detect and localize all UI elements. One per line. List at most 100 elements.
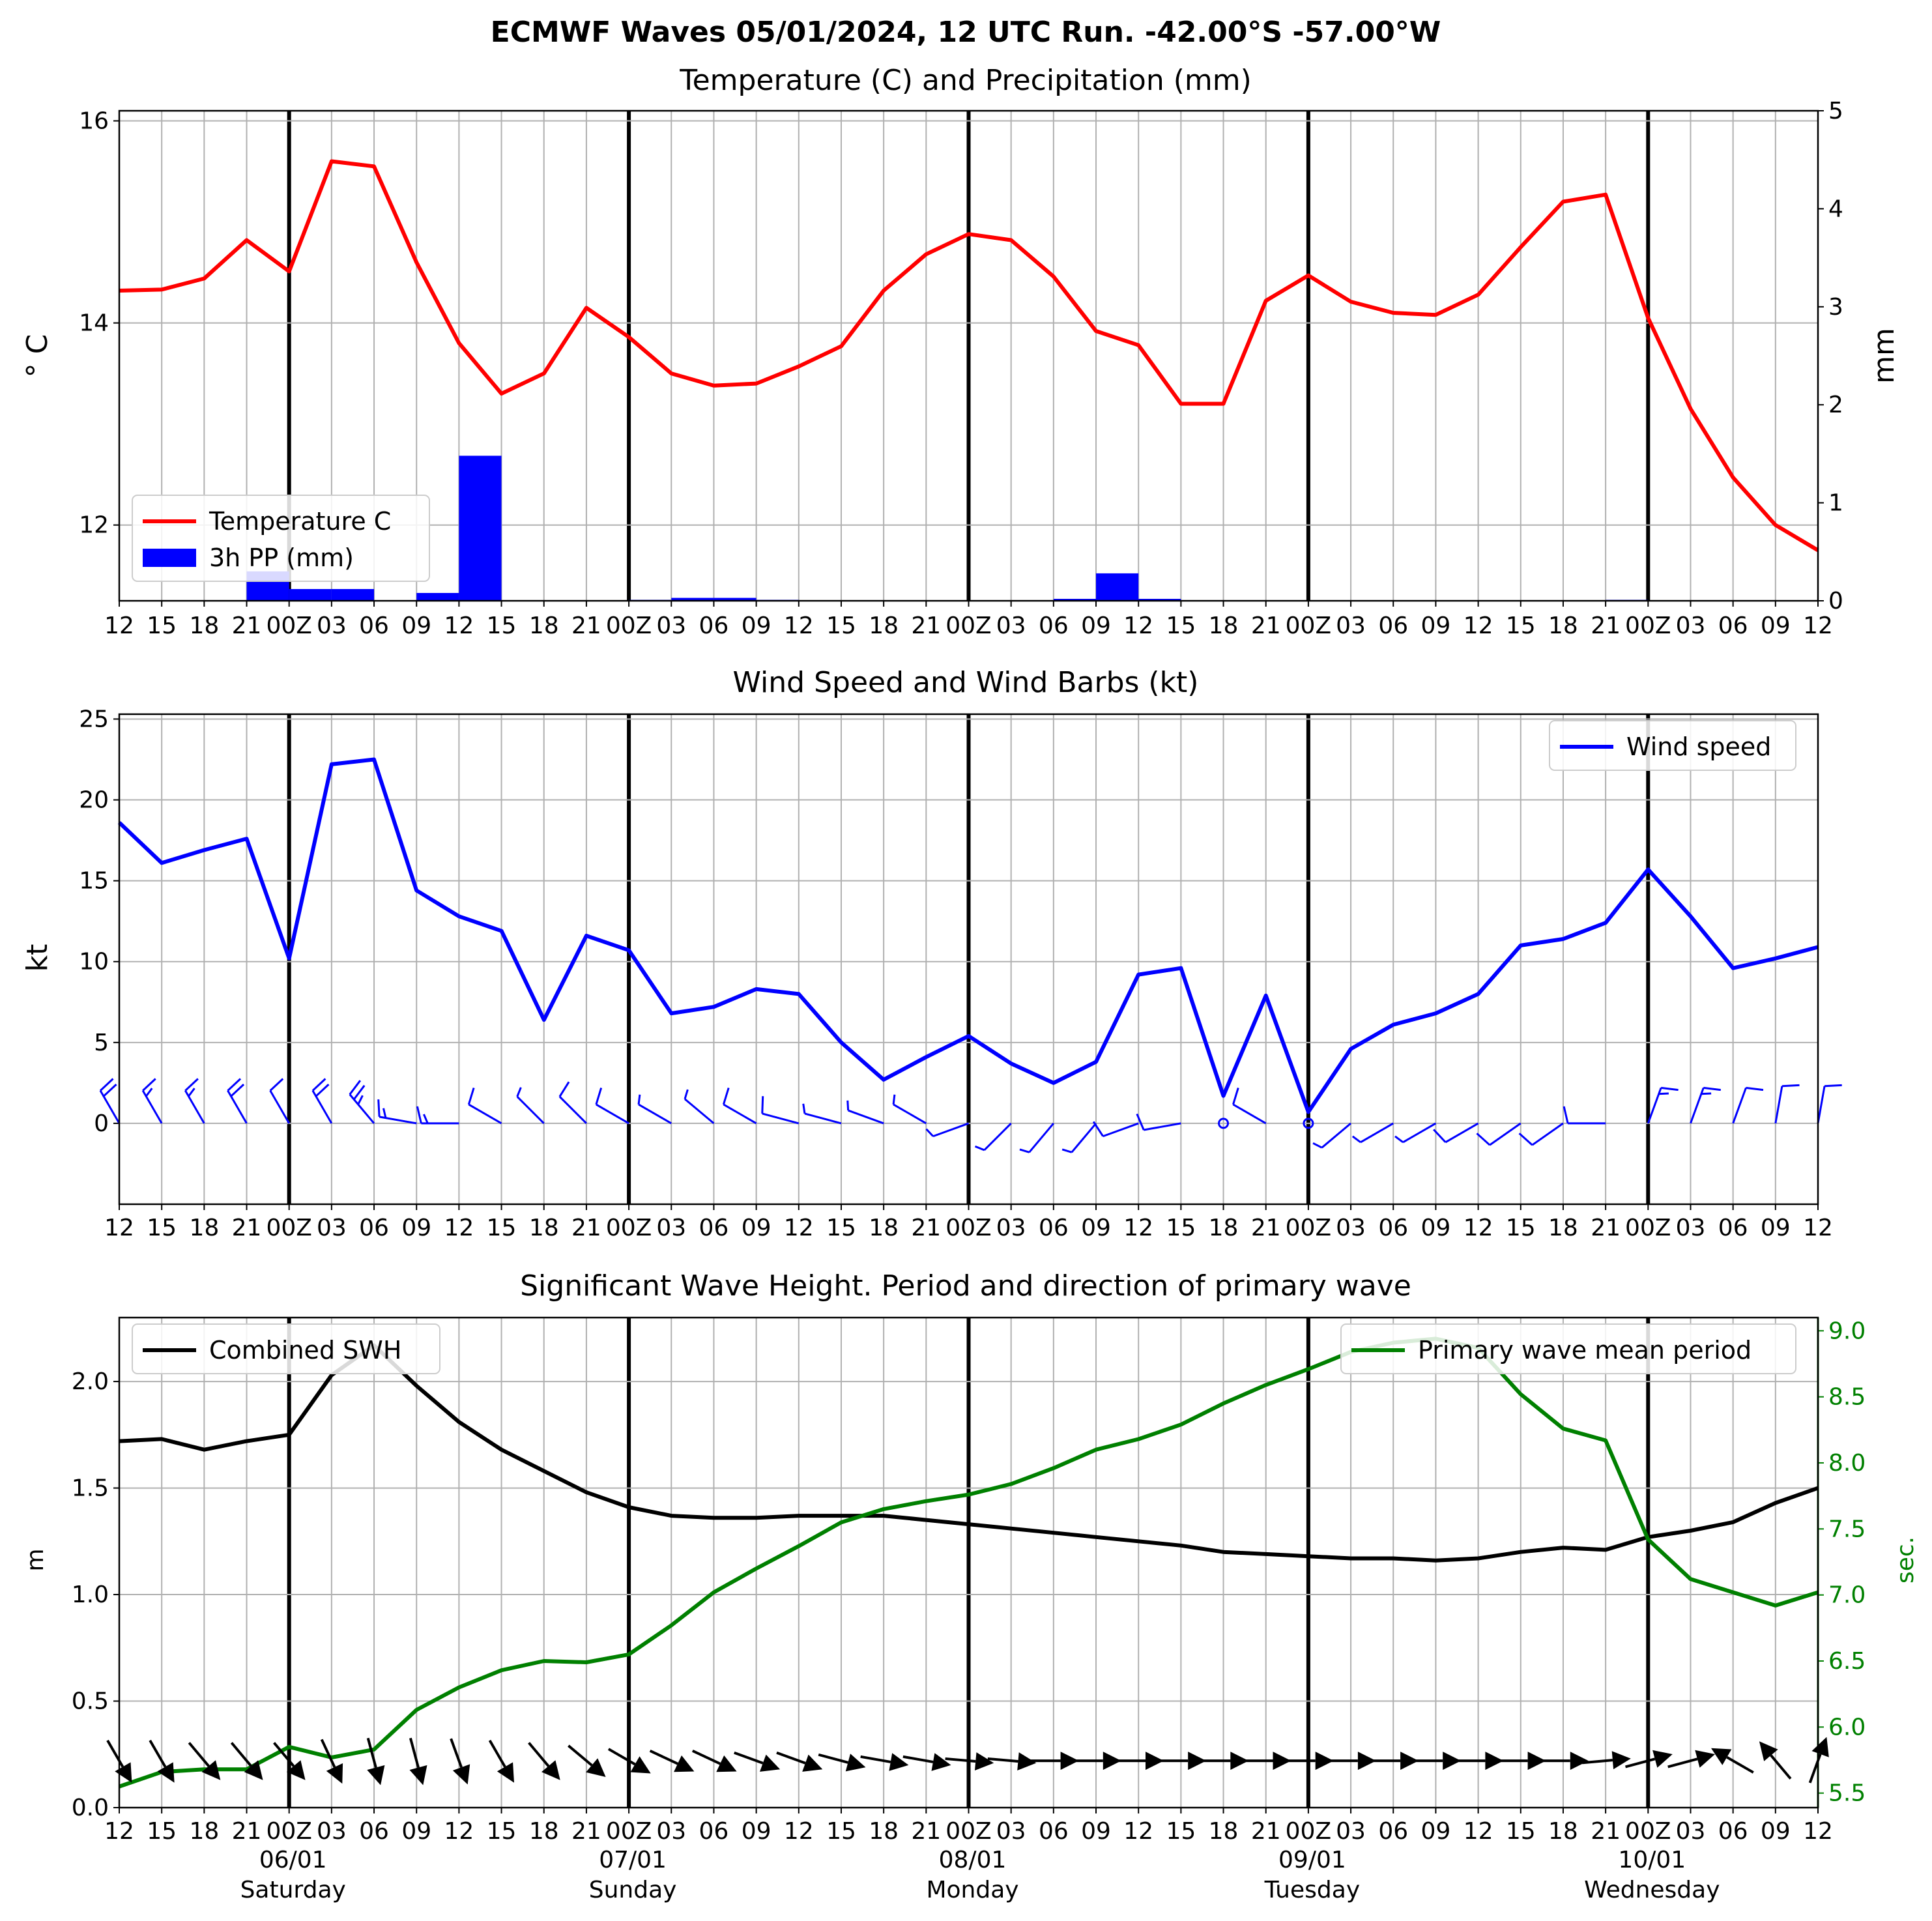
x-tick-label: 18 [1548,1818,1578,1845]
wind-barb-feather [1394,1135,1404,1144]
wind-barb-feather [1703,1086,1721,1091]
y-right-tick-label: 7.0 [1828,1582,1866,1609]
wind-barb [762,1112,800,1125]
x-tick-label: 15 [1166,1818,1196,1845]
wind-barb-feather [102,1084,117,1097]
legend-label: Combined SWH [209,1336,401,1365]
x-tick-label: 12 [1123,1215,1153,1241]
wind-barb [468,1103,502,1125]
y-tick-label: 15 [79,868,109,895]
wind-panel-title: Wind Speed and Wind Barbs (kt) [733,666,1199,699]
wave-direction-arrow [106,1739,124,1768]
temperature-line [119,159,1819,553]
x-tick-label: 15 [826,1818,856,1845]
wind-barb [983,1122,1012,1151]
legend-box [1340,1323,1796,1374]
y-right-tick-label: 0 [1828,588,1843,614]
x-tick-label: 09 [1761,1818,1791,1845]
y-right-tick-label: 9.0 [1828,1318,1866,1344]
x-tick-label: 06 [699,613,729,639]
wind-barb-feather [1781,1084,1800,1088]
x-tick-label: 21 [1591,1215,1621,1241]
x-tick-label: 12 [1803,1215,1833,1241]
x-tick-label: 00Z [1625,613,1671,639]
day-name-label: Sunday [589,1877,677,1903]
day-name-label: Wednesday [1584,1877,1720,1903]
wind-barb [1445,1122,1479,1144]
wave-direction-arrow [945,1757,976,1763]
x-tick-label: 09 [1761,613,1791,639]
precip-bar [671,598,714,601]
period-line [119,1336,1819,1789]
wind-barb [596,1103,629,1125]
wave-direction-arrowhead [497,1762,514,1783]
wind-barb-feather [1746,1086,1764,1091]
wave-direction-arrow [366,1737,377,1769]
wind-barb [1143,1122,1181,1131]
x-tick-label: 12 [444,613,474,639]
x-tick-label: 18 [1548,613,1578,639]
precip-bar [459,455,502,601]
x-tick-label: 21 [911,1818,941,1845]
wind-barb-feather [353,1084,366,1101]
wave-direction-arrow [320,1739,336,1768]
x-tick-label: 15 [1506,1215,1536,1241]
x-tick-label: 00Z [606,1818,652,1845]
y-right-tick-label: 8.5 [1828,1384,1866,1411]
x-tick-label: 12 [104,1215,134,1241]
x-tick-label: 09 [1421,1215,1451,1241]
wave-direction-arrow [450,1738,463,1768]
x-tick-label: 09 [1081,1818,1111,1845]
wind-barb-feather [357,1095,364,1105]
wave-direction-arrowhead [1146,1752,1164,1770]
y-right-tick-label: 3 [1828,294,1843,321]
wind-barb-feather [315,1084,330,1097]
x-tick-label: 00Z [945,613,991,639]
x-tick-label: 12 [784,1215,814,1241]
x-tick-label: 03 [1336,1215,1366,1241]
wind-barb-feather [1660,1086,1679,1091]
x-tick-label: 03 [996,613,1026,639]
x-tick-label: 12 [1463,613,1493,639]
wind-barb [1071,1122,1097,1153]
wave-direction-arrowhead [845,1754,866,1772]
x-tick-label: 03 [996,1215,1026,1241]
x-tick-label: 12 [444,1215,474,1241]
x-tick-label: 15 [1166,613,1196,639]
x-tick-label: 06 [1378,1818,1408,1845]
legend-label: Wind speed [1626,732,1771,761]
day-name-label: Monday [926,1877,1018,1903]
wave-direction-arrow [568,1744,593,1767]
x-tick-label: 03 [1676,1818,1706,1845]
wind-barb-feather [558,1081,570,1097]
legend-box [1549,720,1796,771]
x-tick-label: 00Z [266,1818,311,1845]
legend-label: Temperature C [209,507,391,536]
x-tick-label: 12 [1123,1818,1153,1845]
wind-barb-feather [99,1078,114,1091]
x-tick-label: 03 [1676,1215,1706,1241]
x-tick-label: 12 [104,1818,134,1845]
wind-barb [1321,1122,1352,1149]
wave-direction-arrowhead [1527,1752,1546,1770]
wave-panel-title: Significant Wave Height. Period and dire… [520,1269,1411,1303]
x-tick-label: 06 [1378,1215,1408,1241]
wind-barb [723,1103,757,1125]
x-tick-label: 00Z [266,1215,311,1241]
wind-barb [1232,1103,1267,1125]
y-right-tick-label: 6.0 [1828,1714,1866,1740]
wind-barb [1732,1087,1747,1124]
wind-barb-feather [1563,1106,1569,1124]
wind-barb-feather [269,1078,284,1091]
day-date-label: 08/01 [939,1847,1007,1873]
x-tick-label: 03 [656,613,686,639]
wave-direction-arrow [488,1739,506,1768]
x-tick-label: 18 [1209,1215,1239,1241]
x-tick-label: 21 [911,613,941,639]
wave-panel: 0.0 0.5 1.0 1.5 2.0 5.5 6.0 6.5 7.0 7.5 8.0 8.5 9.0 1… [72,1316,1866,1903]
x-tick-label: 12 [444,1818,474,1845]
x-tick-label: 15 [826,1215,856,1241]
wave-direction-arrow [273,1742,295,1767]
x-tick-label: 00Z [1286,1215,1331,1241]
